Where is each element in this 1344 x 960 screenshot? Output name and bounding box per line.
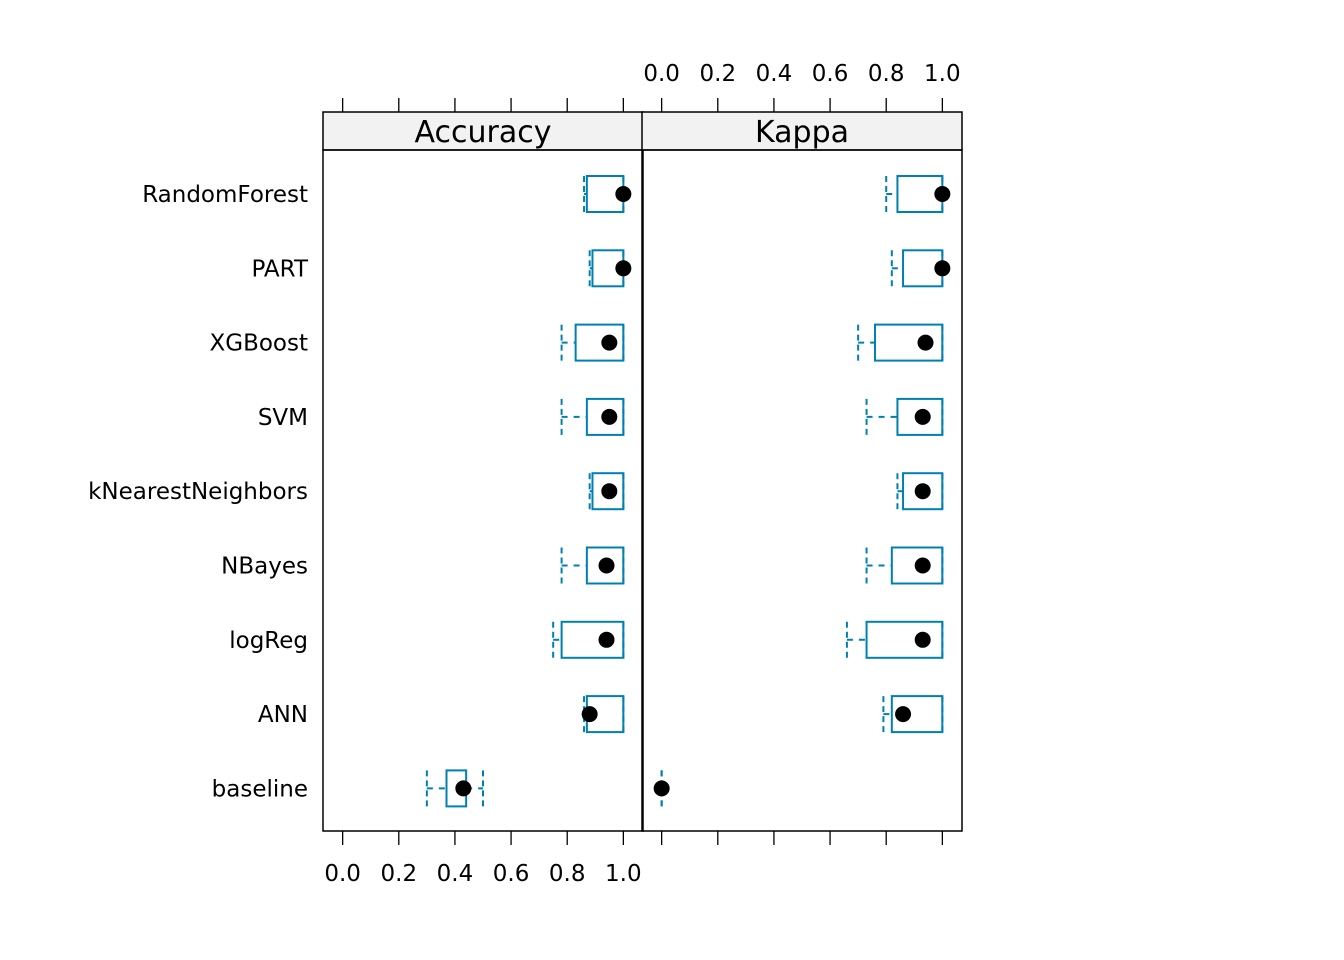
tick-label: 0.8 <box>549 861 586 887</box>
iqr-box <box>574 323 625 362</box>
box-kNearestNeighbors <box>588 472 625 511</box>
category-label: ANN <box>258 702 308 728</box>
panel-frame <box>641 149 963 832</box>
iqr-box <box>591 472 625 511</box>
iqr-box <box>873 323 944 362</box>
panel-accuracy: Accuracy 0.0 0.2 0.4 0.6 0.8 1.0 <box>322 98 644 887</box>
median-dot <box>914 557 931 574</box>
box-SVM <box>560 397 625 436</box>
iqr-box <box>890 546 944 585</box>
iqr-box <box>896 397 944 436</box>
category-label: PART <box>252 256 309 282</box>
box-NBayes <box>560 546 625 585</box>
box-kNearestNeighbors <box>896 472 944 511</box>
tick-label: 0.6 <box>812 61 849 87</box>
median-dot <box>615 186 632 202</box>
median-dot <box>934 260 951 277</box>
tick-label: 0.4 <box>756 61 793 87</box>
median-dot <box>934 186 951 202</box>
strip-background <box>322 111 644 151</box>
category-label: baseline <box>212 776 308 802</box>
tick-label: 0.8 <box>868 61 905 87</box>
median-dot <box>601 408 618 425</box>
median-dot <box>653 780 670 797</box>
strip-title: Accuracy <box>415 115 552 150</box>
iqr-box <box>865 620 944 659</box>
iqr-box <box>890 695 944 734</box>
median-dot <box>914 483 931 500</box>
iqr-box <box>902 472 944 511</box>
box-ANN <box>882 695 944 734</box>
median-dot <box>895 706 912 723</box>
median-dot <box>598 631 615 648</box>
median-dot <box>581 706 598 723</box>
category-label: SVM <box>258 405 308 431</box>
median-dot <box>914 408 931 425</box>
tick-label: 0.0 <box>643 61 680 87</box>
iqr-box <box>585 397 625 436</box>
tick-label: 0.6 <box>493 861 530 887</box>
box-PART <box>588 249 632 288</box>
median-dot <box>917 334 934 351</box>
median-dot <box>601 334 618 351</box>
box-XGBoost <box>857 323 944 362</box>
box-logReg <box>552 620 625 659</box>
category-label: XGBoost <box>209 331 308 357</box>
category-label: RandomForest <box>142 182 308 208</box>
median-dot <box>598 557 615 574</box>
iqr-box <box>585 546 625 585</box>
box-ANN <box>581 695 625 734</box>
box-baseline <box>425 769 484 808</box>
tick-label: 0.4 <box>437 861 474 887</box>
median-dot <box>455 780 472 797</box>
box-RandomForest <box>583 175 632 213</box>
box-baseline <box>653 770 670 807</box>
category-label: kNearestNeighbors <box>88 479 308 505</box>
tick-label: 1.0 <box>605 861 642 887</box>
box-NBayes <box>865 546 944 585</box>
median-dot <box>601 483 618 500</box>
box-RandomForest <box>885 175 951 213</box>
box-PART <box>890 249 951 288</box>
median-dot <box>914 631 931 648</box>
box-logReg <box>845 620 944 659</box>
box-SVM <box>865 397 944 436</box>
tick-label: 0.0 <box>324 861 361 887</box>
panel-frame <box>322 149 644 832</box>
iqr-box <box>560 620 625 659</box>
tick-label: 0.2 <box>381 861 418 887</box>
strip-title: Kappa <box>755 115 849 150</box>
category-label: NBayes <box>221 554 308 580</box>
tick-label: 0.2 <box>700 61 737 87</box>
box-XGBoost <box>560 323 625 362</box>
category-label: logReg <box>229 628 308 654</box>
tick-label: 1.0 <box>924 61 961 87</box>
panel-kappa: Kappa 0.0 0.2 0.4 0.6 0.8 1.0 <box>641 61 963 845</box>
median-dot <box>615 260 632 277</box>
